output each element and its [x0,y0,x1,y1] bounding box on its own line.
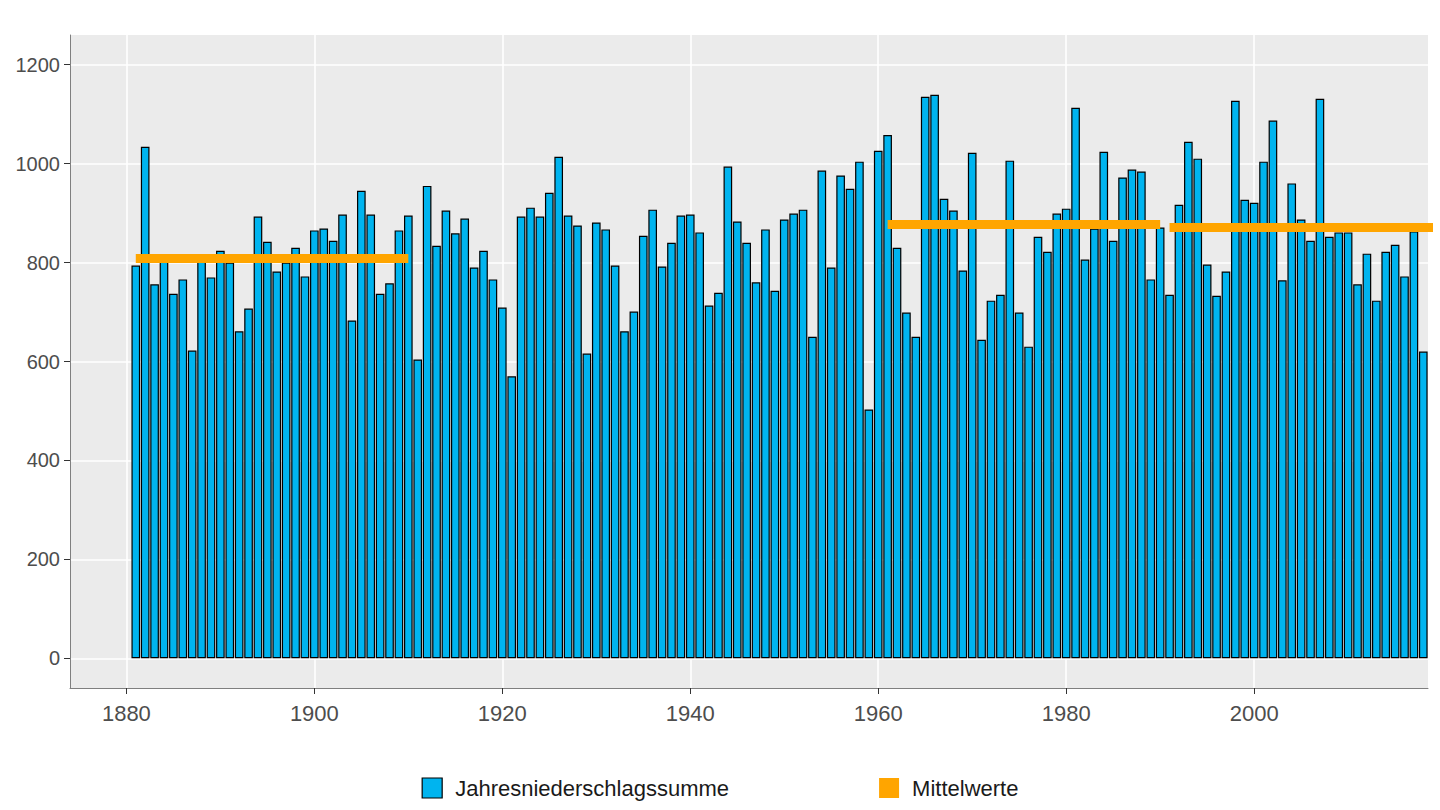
svg-text:400: 400 [27,449,60,471]
svg-text:2000: 2000 [1230,701,1279,726]
svg-text:1980: 1980 [1042,701,1091,726]
svg-text:1000: 1000 [16,153,61,175]
svg-text:200: 200 [27,548,60,570]
svg-text:1920: 1920 [478,701,527,726]
svg-text:1880: 1880 [102,701,151,726]
svg-text:1940: 1940 [666,701,715,726]
svg-text:800: 800 [27,252,60,274]
svg-text:1900: 1900 [290,701,339,726]
svg-text:Jahresniederschlagssumme: Jahresniederschlagssumme [455,776,729,801]
svg-text:0: 0 [49,647,60,669]
svg-text:600: 600 [27,351,60,373]
svg-text:1200: 1200 [16,54,61,76]
svg-text:1960: 1960 [854,701,903,726]
svg-text:Mittelwerte: Mittelwerte [912,776,1018,801]
